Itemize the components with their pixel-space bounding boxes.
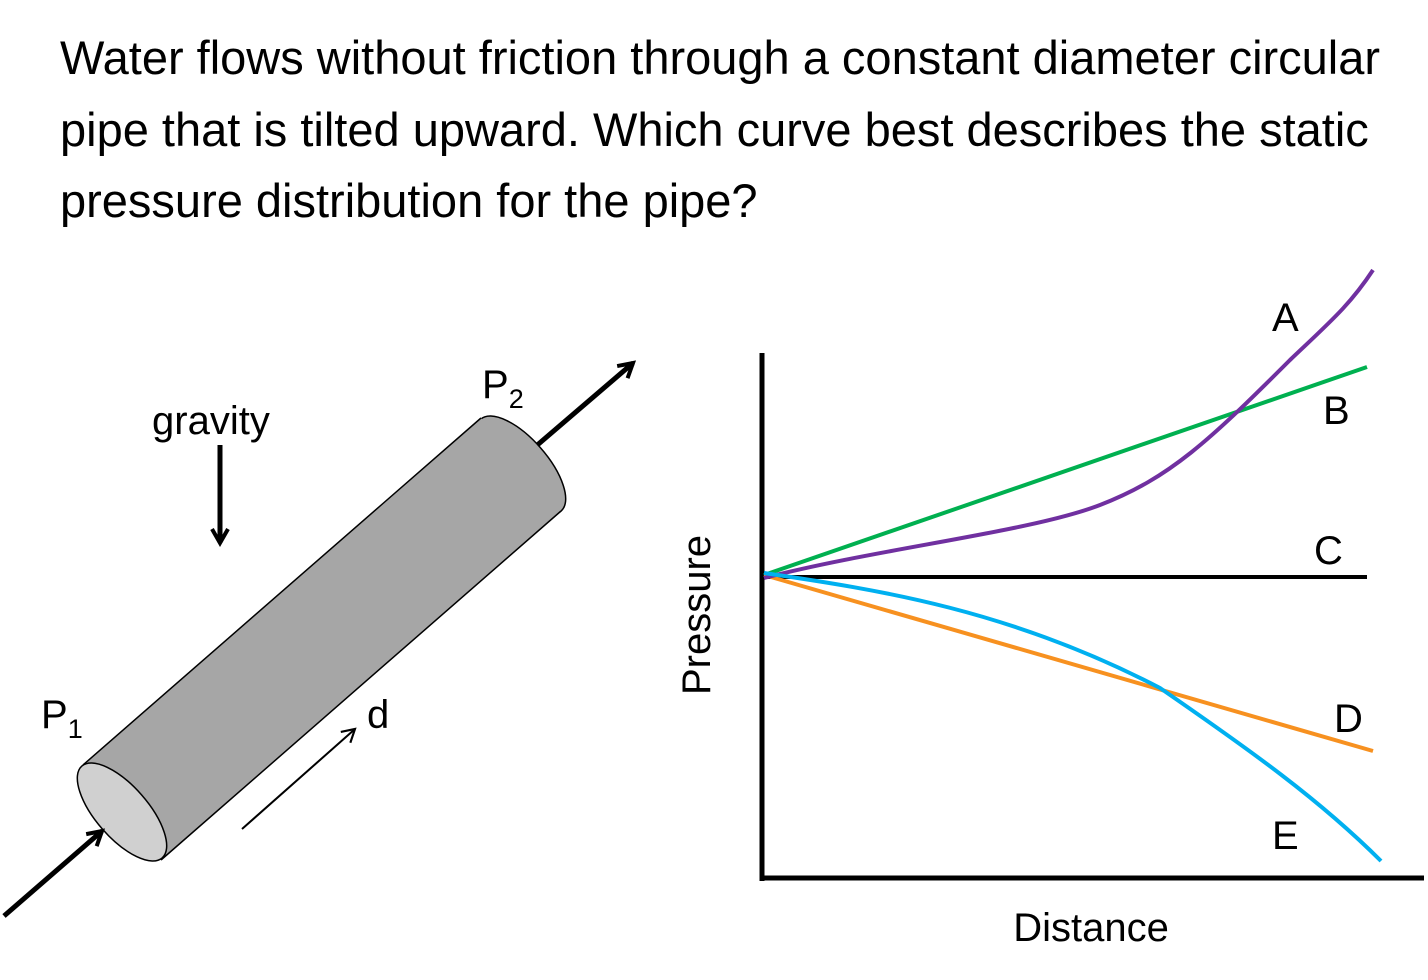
pipe-top-edge bbox=[82, 417, 482, 766]
curve-label-a: A bbox=[1272, 296, 1299, 340]
distance-arrow bbox=[241, 727, 357, 830]
question-text: Water flows without friction through a c… bbox=[60, 31, 1381, 227]
outlet-flow-arrow bbox=[533, 360, 637, 449]
curve-e bbox=[763, 571, 1383, 863]
curve-b bbox=[763, 365, 1368, 577]
curve-a bbox=[763, 268, 1375, 580]
p2-label: P2 bbox=[482, 363, 524, 414]
curve-label-b: B bbox=[1323, 389, 1350, 433]
pipe-diagram: gravity P2 P1 d bbox=[2, 360, 637, 918]
y-axis-label: Pressure bbox=[675, 535, 719, 695]
p1-label: P1 bbox=[41, 693, 83, 744]
pipe-bottom-edge bbox=[160, 510, 562, 861]
curve-label-c: C bbox=[1314, 529, 1343, 573]
pipe-body bbox=[83, 418, 561, 860]
curve-label-e: E bbox=[1272, 814, 1299, 858]
x-axis-label: Distance bbox=[1013, 906, 1169, 950]
distance-label: d bbox=[367, 693, 389, 737]
inlet-flow-arrow bbox=[2, 828, 106, 918]
curve-d bbox=[763, 573, 1374, 753]
pressure-graph: A B C D E Pressure Distance bbox=[675, 268, 1424, 950]
gravity-label: gravity bbox=[152, 399, 270, 443]
curve-label-d: D bbox=[1334, 697, 1363, 741]
